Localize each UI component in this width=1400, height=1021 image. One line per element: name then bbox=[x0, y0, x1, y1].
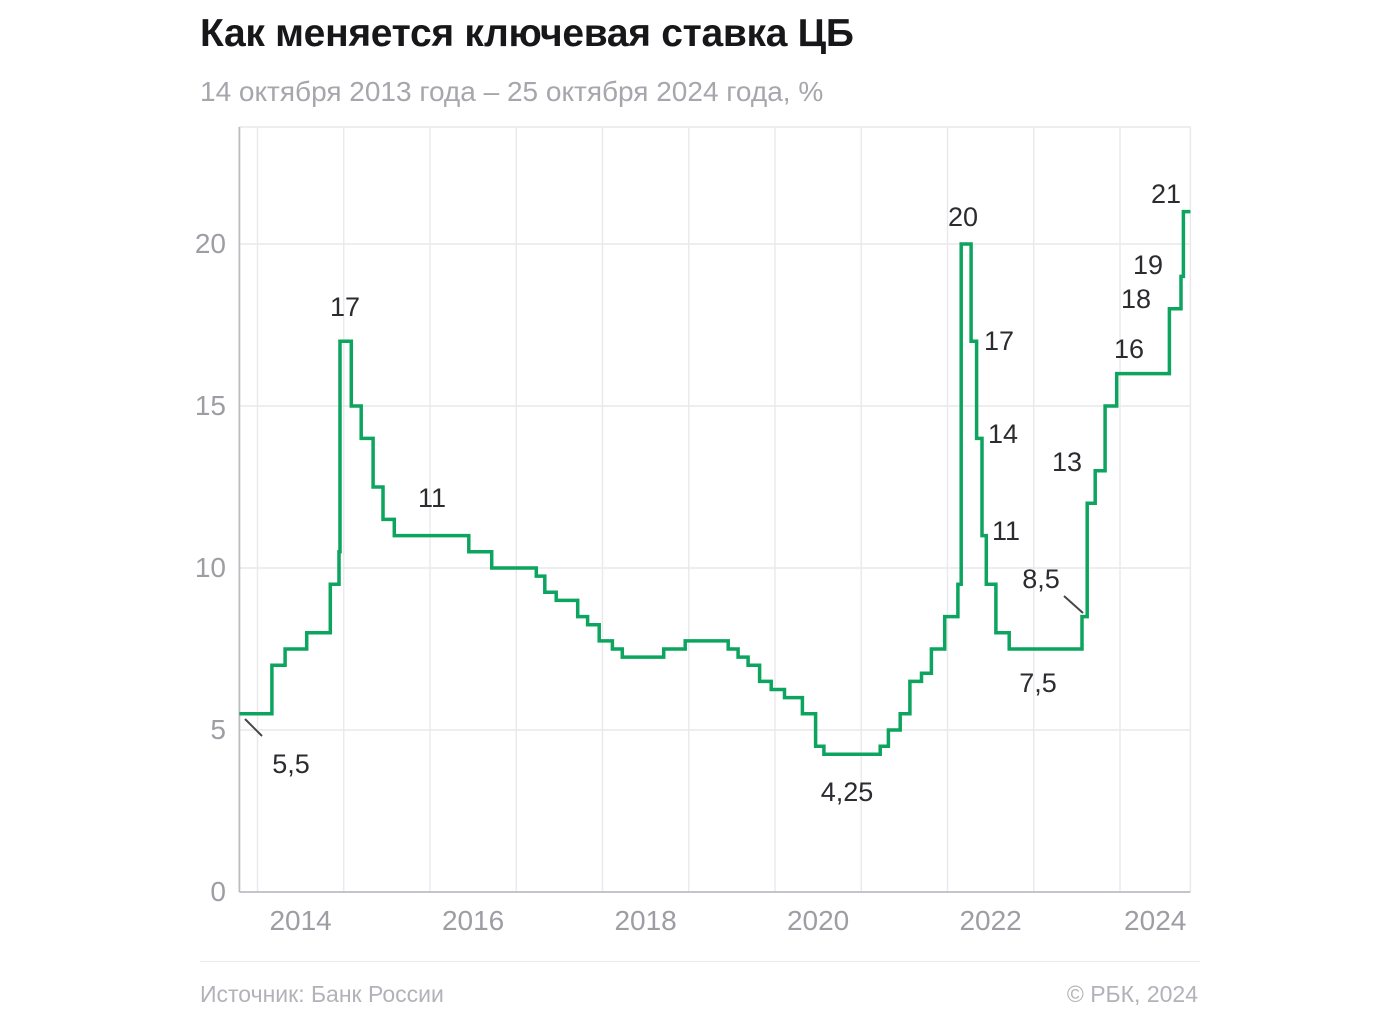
footer-divider bbox=[200, 961, 1200, 962]
annotation-callout-line-2 bbox=[1063, 595, 1084, 614]
annotation-label-11: 11 bbox=[992, 516, 1020, 546]
y-tick-label-5: 5 bbox=[210, 714, 226, 745]
source-label: Источник: Банк России bbox=[200, 981, 444, 1007]
annotation-label-11: 11 bbox=[418, 483, 446, 513]
annotation-label-8-5: 8,5 bbox=[1022, 564, 1060, 594]
x-tick-label-2022: 2022 bbox=[959, 905, 1021, 936]
key-rate-line bbox=[239, 209, 1191, 757]
x-tick-label-2020: 2020 bbox=[787, 905, 849, 936]
copyright-label: © РБК, 2024 bbox=[1066, 981, 1198, 1007]
annotation-label-20: 20 bbox=[948, 202, 978, 232]
annotation-label-16: 16 bbox=[1114, 334, 1144, 364]
x-tick-label-2014: 2014 bbox=[269, 905, 331, 936]
y-tick-label-10: 10 bbox=[195, 552, 226, 583]
annotation-label-13: 13 bbox=[1052, 447, 1082, 477]
chart-subtitle: 14 октября 2013 года – 25 октября 2024 г… bbox=[200, 76, 824, 107]
annotation-label-17: 17 bbox=[330, 292, 360, 322]
x-tick-label-2024: 2024 bbox=[1124, 905, 1186, 936]
y-tick-label-20: 20 bbox=[195, 228, 226, 259]
annotation-label-19: 19 bbox=[1133, 250, 1163, 280]
y-tick-label-0: 0 bbox=[210, 876, 226, 907]
annotation-label-4-25: 4,25 bbox=[821, 777, 874, 807]
annotation-callout-line-1 bbox=[244, 718, 263, 737]
y-tick-label-15: 15 bbox=[195, 390, 226, 421]
annotation-label-14: 14 bbox=[988, 419, 1018, 449]
annotation-label-18: 18 bbox=[1121, 284, 1151, 314]
annotation-label-17: 17 bbox=[984, 326, 1014, 356]
x-tick-label-2016: 2016 bbox=[442, 905, 504, 936]
annotation-label-5-5: 5,5 bbox=[272, 749, 310, 779]
annotation-label-21: 21 bbox=[1151, 179, 1181, 209]
chart-title: Как меняется ключевая ставка ЦБ bbox=[200, 12, 854, 55]
x-tick-label-2018: 2018 bbox=[614, 905, 676, 936]
annotation-label-7-5: 7,5 bbox=[1019, 668, 1057, 698]
